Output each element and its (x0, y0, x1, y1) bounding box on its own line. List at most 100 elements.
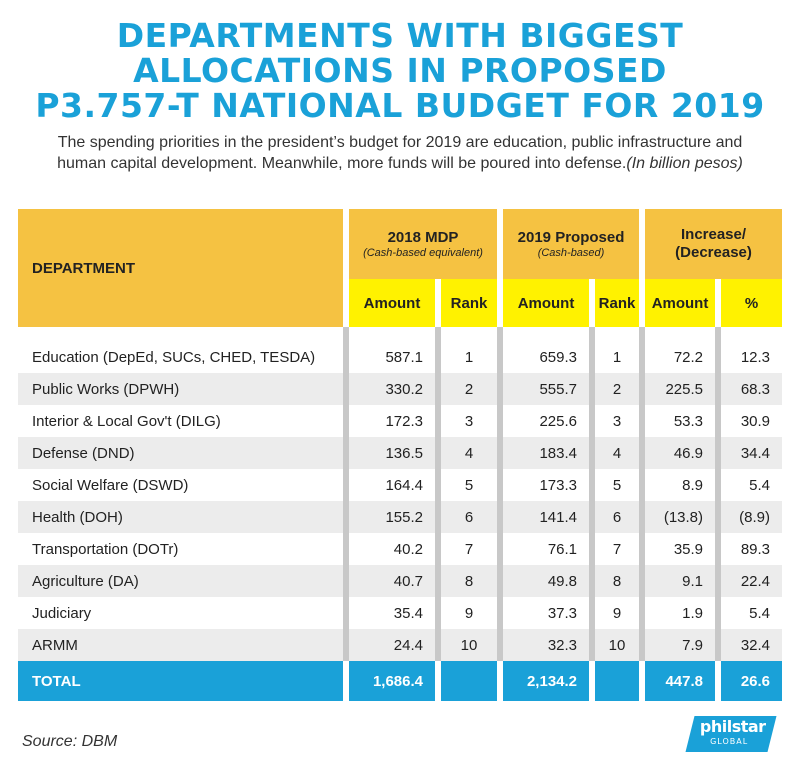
total-rank-2019-empty (589, 661, 643, 701)
unit-note: (In billion pesos) (626, 155, 743, 172)
header-2018-note: (Cash-based equivalent) (363, 246, 483, 259)
total-change-amount: 447.8 (639, 661, 719, 701)
subheader-amount-change: Amount (639, 279, 719, 327)
subtitle-text: The spending priorities in the president… (57, 134, 743, 172)
header-2018-mdp: 2018 MDP (Cash-based equivalent) (342, 209, 501, 279)
total-amount-2019: 2,134.2 (497, 661, 593, 701)
cell-amount-2019: 37.3 (497, 597, 593, 629)
cell-amount-2019: 555.7 (497, 373, 593, 405)
cell-amount-2018: 24.4 (343, 629, 438, 661)
header-2019-label: 2019 Proposed (517, 228, 625, 246)
cell-rank-2018: 8 (434, 565, 501, 597)
cell-department: Social Welfare (DSWD) (18, 469, 346, 501)
total-amount-2018: 1,686.4 (343, 661, 438, 701)
cell-rank-2019: 2 (589, 373, 643, 405)
cell-change-amount: 35.9 (639, 533, 719, 565)
cell-change-percent: 12.3 (715, 327, 783, 373)
total-label: TOTAL (18, 661, 346, 701)
cell-change-percent: (8.9) (715, 501, 783, 533)
cell-amount-2018: 136.5 (343, 437, 438, 469)
cell-department: Interior & Local Gov't (DILG) (18, 405, 346, 437)
cell-change-amount: 9.1 (639, 565, 719, 597)
cell-amount-2019: 49.8 (497, 565, 593, 597)
cell-change-amount: 72.2 (639, 327, 719, 373)
philstar-logo: philstar GLOBAL (685, 716, 777, 752)
cell-rank-2019: 8 (589, 565, 643, 597)
header-2018-label: 2018 MDP (387, 228, 459, 246)
cell-rank-2018: 10 (434, 629, 501, 661)
page-title: DEPARTMENTS WITH BIGGEST ALLOCATIONS IN … (0, 18, 800, 123)
budget-table: DEPARTMENT 2018 MDP (Cash-based equivale… (18, 209, 783, 701)
cell-change-amount: 1.9 (639, 597, 719, 629)
cell-department: ARMM (18, 629, 346, 661)
subheader-rank-2019: Rank (589, 279, 643, 327)
cell-rank-2018: 2 (434, 373, 501, 405)
cell-change-percent: 68.3 (715, 373, 783, 405)
cell-change-percent: 5.4 (715, 469, 783, 501)
logo-sub: GLOBAL (710, 737, 749, 746)
cell-rank-2019: 5 (589, 469, 643, 501)
cell-department: Education (DepEd, SUCs, CHED, TESDA) (18, 327, 346, 373)
cell-amount-2018: 164.4 (343, 469, 438, 501)
cell-department: Agriculture (DA) (18, 565, 346, 597)
cell-change-percent: 34.4 (715, 437, 783, 469)
cell-rank-2019: 1 (589, 327, 643, 373)
cell-department: Transportation (DOTr) (18, 533, 346, 565)
total-row: TOTAL 1,686.4 2,134.2 447.8 26.6 (18, 661, 783, 701)
cell-rank-2018: 4 (434, 437, 501, 469)
cell-rank-2018: 9 (434, 597, 501, 629)
cell-amount-2018: 587.1 (343, 327, 438, 373)
cell-amount-2018: 172.3 (343, 405, 438, 437)
cell-rank-2018: 1 (434, 327, 501, 373)
header-increase-decrease: Increase/ (Decrease) (639, 209, 783, 279)
cell-department: Judiciary (18, 597, 346, 629)
cell-amount-2019: 183.4 (497, 437, 593, 469)
table-row: Judiciary 35.4 9 37.3 9 1.9 5.4 (18, 597, 783, 629)
cell-change-amount: 225.5 (639, 373, 719, 405)
cell-amount-2018: 40.2 (343, 533, 438, 565)
cell-rank-2018: 7 (434, 533, 501, 565)
cell-rank-2019: 4 (589, 437, 643, 469)
table-row: Health (DOH) 155.2 6 141.4 6 (13.8) (8.9) (18, 501, 783, 533)
cell-rank-2018: 6 (434, 501, 501, 533)
cell-amount-2019: 141.4 (497, 501, 593, 533)
header-change-line1: Increase/ (680, 226, 747, 243)
cell-amount-2018: 155.2 (343, 501, 438, 533)
title-line-1: DEPARTMENTS WITH BIGGEST (116, 16, 684, 55)
cell-change-percent: 22.4 (715, 565, 783, 597)
cell-amount-2019: 659.3 (497, 327, 593, 373)
title-line-2: ALLOCATIONS IN PROPOSED (133, 51, 667, 90)
header-2019-note: (Cash-based) (537, 246, 605, 259)
total-rank-2018-empty (434, 661, 501, 701)
table-row: Interior & Local Gov't (DILG) 172.3 3 225.6… (18, 405, 783, 437)
table-row: Transportation (DOTr) 40.2 7 76.1 7 35.9 89.3 (18, 533, 783, 565)
subheader-percent-change: % (715, 279, 783, 327)
table-row: ARMM 24.4 10 32.3 10 7.9 32.4 (18, 629, 783, 661)
total-change-percent: 26.6 (715, 661, 783, 701)
cell-rank-2019: 7 (589, 533, 643, 565)
subheader-rank-2018: Rank (434, 279, 501, 327)
cell-amount-2019: 32.3 (497, 629, 593, 661)
cell-change-amount: (13.8) (639, 501, 719, 533)
cell-rank-2018: 3 (434, 405, 501, 437)
cell-rank-2018: 5 (434, 469, 501, 501)
cell-amount-2019: 173.3 (497, 469, 593, 501)
cell-rank-2019: 10 (589, 629, 643, 661)
cell-change-amount: 8.9 (639, 469, 719, 501)
subheader-amount-2019: Amount (497, 279, 593, 327)
cell-rank-2019: 6 (589, 501, 643, 533)
subheader-amount-2018: Amount (343, 279, 438, 327)
cell-change-amount: 53.3 (639, 405, 719, 437)
cell-change-amount: 46.9 (639, 437, 719, 469)
cell-amount-2019: 225.6 (497, 405, 593, 437)
cell-amount-2018: 330.2 (343, 373, 438, 405)
cell-change-amount: 7.9 (639, 629, 719, 661)
cell-rank-2019: 9 (589, 597, 643, 629)
table-row: Social Welfare (DSWD) 164.4 5 173.3 5 8.9 5.4 (18, 469, 783, 501)
cell-department: Public Works (DPWH) (18, 373, 346, 405)
cell-amount-2018: 40.7 (343, 565, 438, 597)
header-change-line2: (Decrease) (675, 244, 752, 261)
header-2019-proposed: 2019 Proposed (Cash-based) (497, 209, 643, 279)
cell-change-percent: 32.4 (715, 629, 783, 661)
table-row: Defense (DND) 136.5 4 183.4 4 46.9 34.4 (18, 437, 783, 469)
